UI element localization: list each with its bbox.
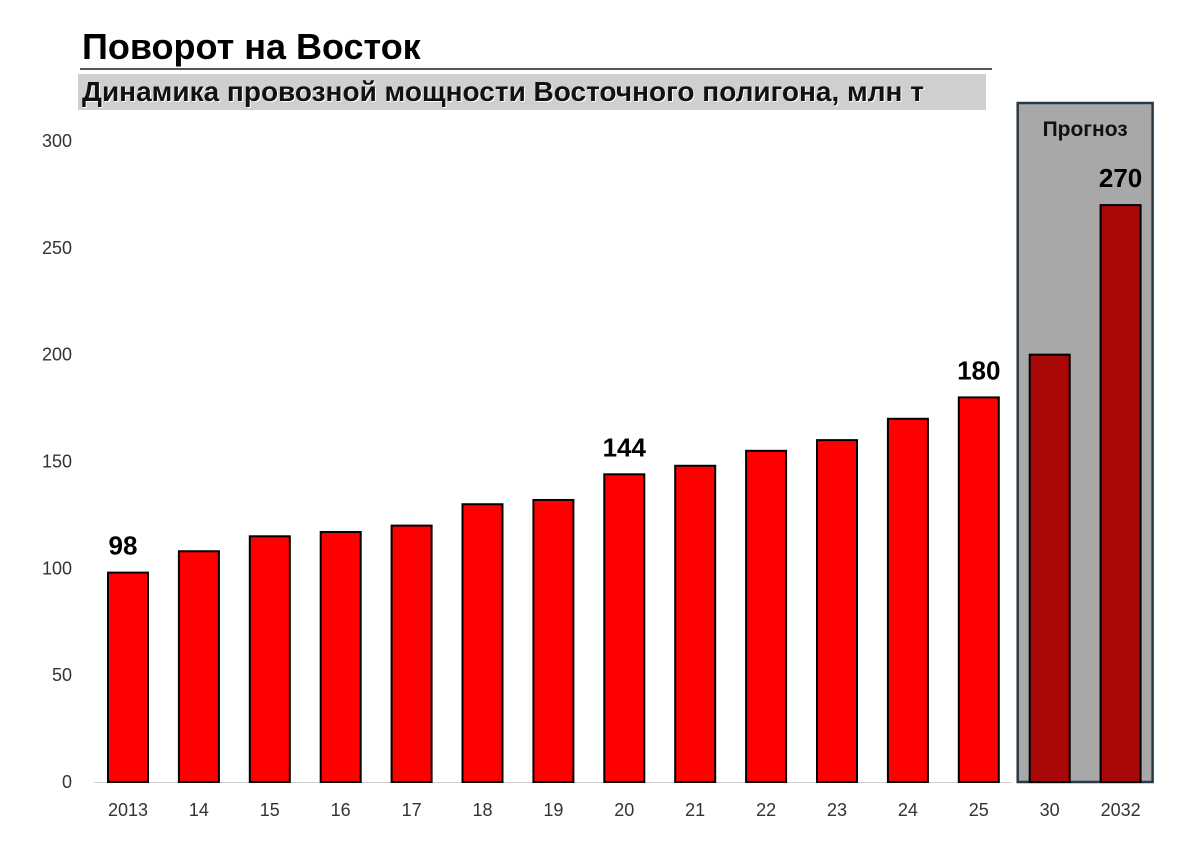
x-tick-label: 14 [189,800,209,820]
x-tick-label: 24 [898,800,918,820]
bar-21 [674,464,717,783]
data-label: 98 [109,531,138,561]
x-tick-label: 15 [260,800,280,820]
y-tick-label: 200 [42,345,72,365]
bar-14 [177,550,220,783]
title-divider [80,68,992,70]
y-tick-label: 100 [42,558,72,578]
x-tick-label: 20 [614,800,634,820]
x-tick-label: 2013 [108,800,148,820]
chart-title: Поворот на Восток [82,26,421,67]
x-tick-label: 22 [756,800,776,820]
bar-19 [532,498,575,783]
y-tick-label: 250 [42,238,72,258]
bar-25 [957,396,1000,783]
x-tick-label: 30 [1040,800,1060,820]
x-tick-label: 2032 [1101,800,1141,820]
bar-2013 [107,571,149,784]
x-tick-label: 25 [969,800,989,820]
bar-16 [319,531,362,784]
bar-22 [745,449,788,783]
x-tick-label: 18 [472,800,492,820]
data-label: 180 [957,355,1000,385]
bar-30 [1028,353,1071,783]
x-tick-label: 19 [543,800,563,820]
data-label: 144 [603,432,647,462]
x-tick-label: 17 [402,800,422,820]
y-tick-label: 150 [42,452,72,472]
bar-24 [886,417,929,783]
forecast-label: Прогноз [1043,118,1128,141]
x-tick-label: 23 [827,800,847,820]
bar-2032 [1099,204,1142,784]
chart-subtitle-box: Динамика провозной мощности Восточного п… [78,74,986,110]
y-tick-label: 50 [52,665,72,685]
bar-23 [816,439,858,783]
y-tick-label: 0 [62,772,72,792]
y-tick-label: 300 [42,131,72,151]
x-tick-label: 16 [331,800,351,820]
bar-20 [603,473,646,783]
data-label: 270 [1099,163,1142,193]
bar-15 [248,535,291,783]
chart-subtitle: Динамика провозной мощности Восточного п… [82,76,924,107]
x-tick-label: 21 [685,800,705,820]
bar-18 [461,503,504,783]
bar-17 [390,524,433,783]
